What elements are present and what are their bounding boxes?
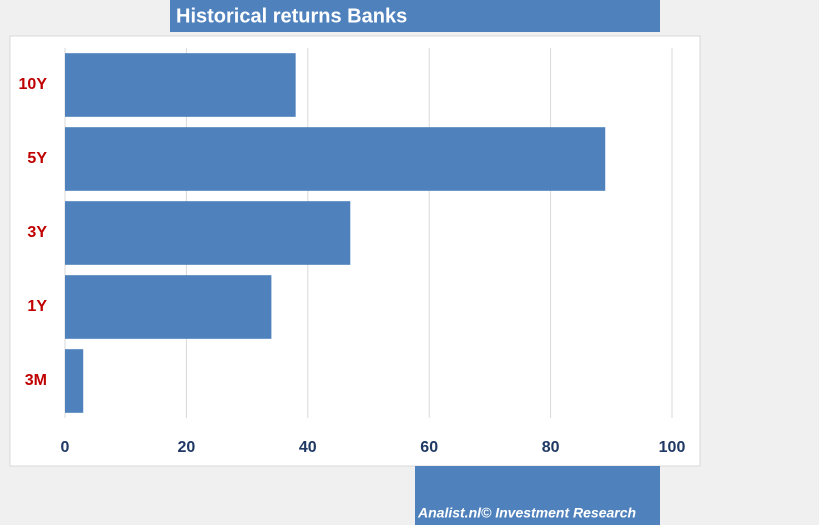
- bar: [65, 349, 84, 413]
- x-tick-label: 20: [178, 439, 196, 456]
- chart-title: Historical returns Banks: [176, 5, 407, 27]
- bar: [65, 275, 272, 339]
- bar: [65, 127, 606, 191]
- y-tick-label: 3Y: [27, 224, 47, 241]
- title-banner: [170, 0, 660, 32]
- y-tick-label: 1Y: [27, 298, 47, 315]
- marks: 10Y 5Y 3Y 1Y 3M: [19, 53, 606, 413]
- x-tick-label: 0: [61, 439, 70, 456]
- y-tick-label: 3M: [25, 372, 47, 389]
- bar: [65, 53, 296, 117]
- source-banner: [415, 466, 660, 525]
- x-tick-label: 60: [420, 439, 438, 456]
- source: Analist.nl© Investment Research: [417, 505, 636, 521]
- y-tick-label: 10Y: [19, 76, 48, 93]
- x-tick-label: 100: [659, 439, 686, 456]
- x-tick-label: 40: [299, 439, 317, 456]
- y-tick-label: 5Y: [27, 150, 47, 167]
- bar: [65, 201, 351, 265]
- x-tick-label: 80: [542, 439, 560, 456]
